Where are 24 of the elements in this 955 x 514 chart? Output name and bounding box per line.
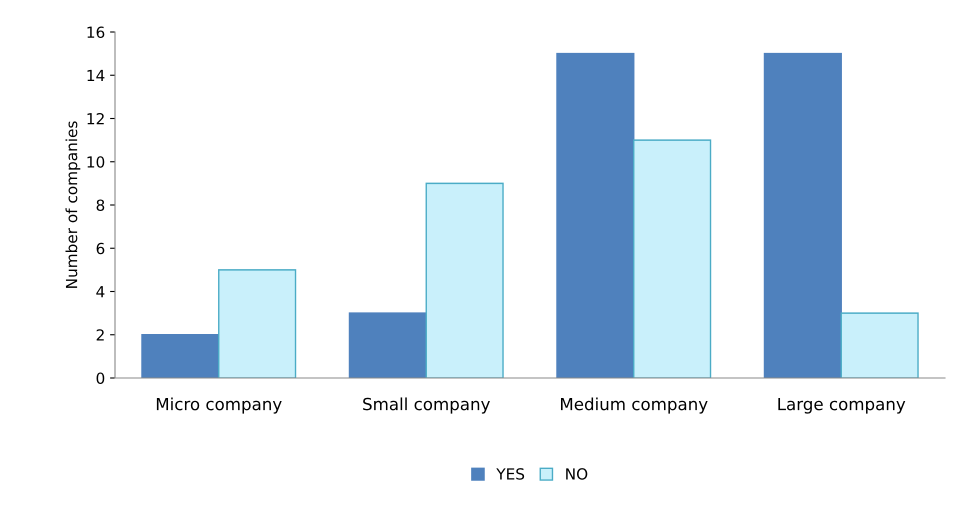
bar <box>426 182 504 378</box>
bar <box>840 312 919 378</box>
y-tick-label: 6 <box>96 242 104 254</box>
y-tick-label: 2 <box>96 329 104 341</box>
y-axis-title: Number of companies <box>65 121 80 288</box>
y-tick-label: 4 <box>96 286 104 298</box>
y-tick-label: 10 <box>88 156 104 168</box>
y-tick-label: 0 <box>96 372 104 384</box>
y-tick-label: 8 <box>96 199 104 212</box>
x-tick-label: Micro company <box>156 397 282 414</box>
y-tick-label: 12 <box>88 112 104 124</box>
bar <box>764 52 842 378</box>
bar <box>633 139 712 378</box>
bar <box>556 52 634 378</box>
bar <box>141 334 220 378</box>
x-tick-label: Small company <box>363 397 490 414</box>
x-tick-label: Medium company <box>561 397 708 414</box>
x-tick-label: Large company <box>778 398 906 414</box>
legend-label: NO <box>566 468 588 480</box>
bar <box>218 269 296 378</box>
bar <box>348 312 427 378</box>
legend-label: YES <box>496 468 524 480</box>
y-tick-label: 14 <box>88 70 104 82</box>
y-tick-label: 16 <box>88 26 104 38</box>
